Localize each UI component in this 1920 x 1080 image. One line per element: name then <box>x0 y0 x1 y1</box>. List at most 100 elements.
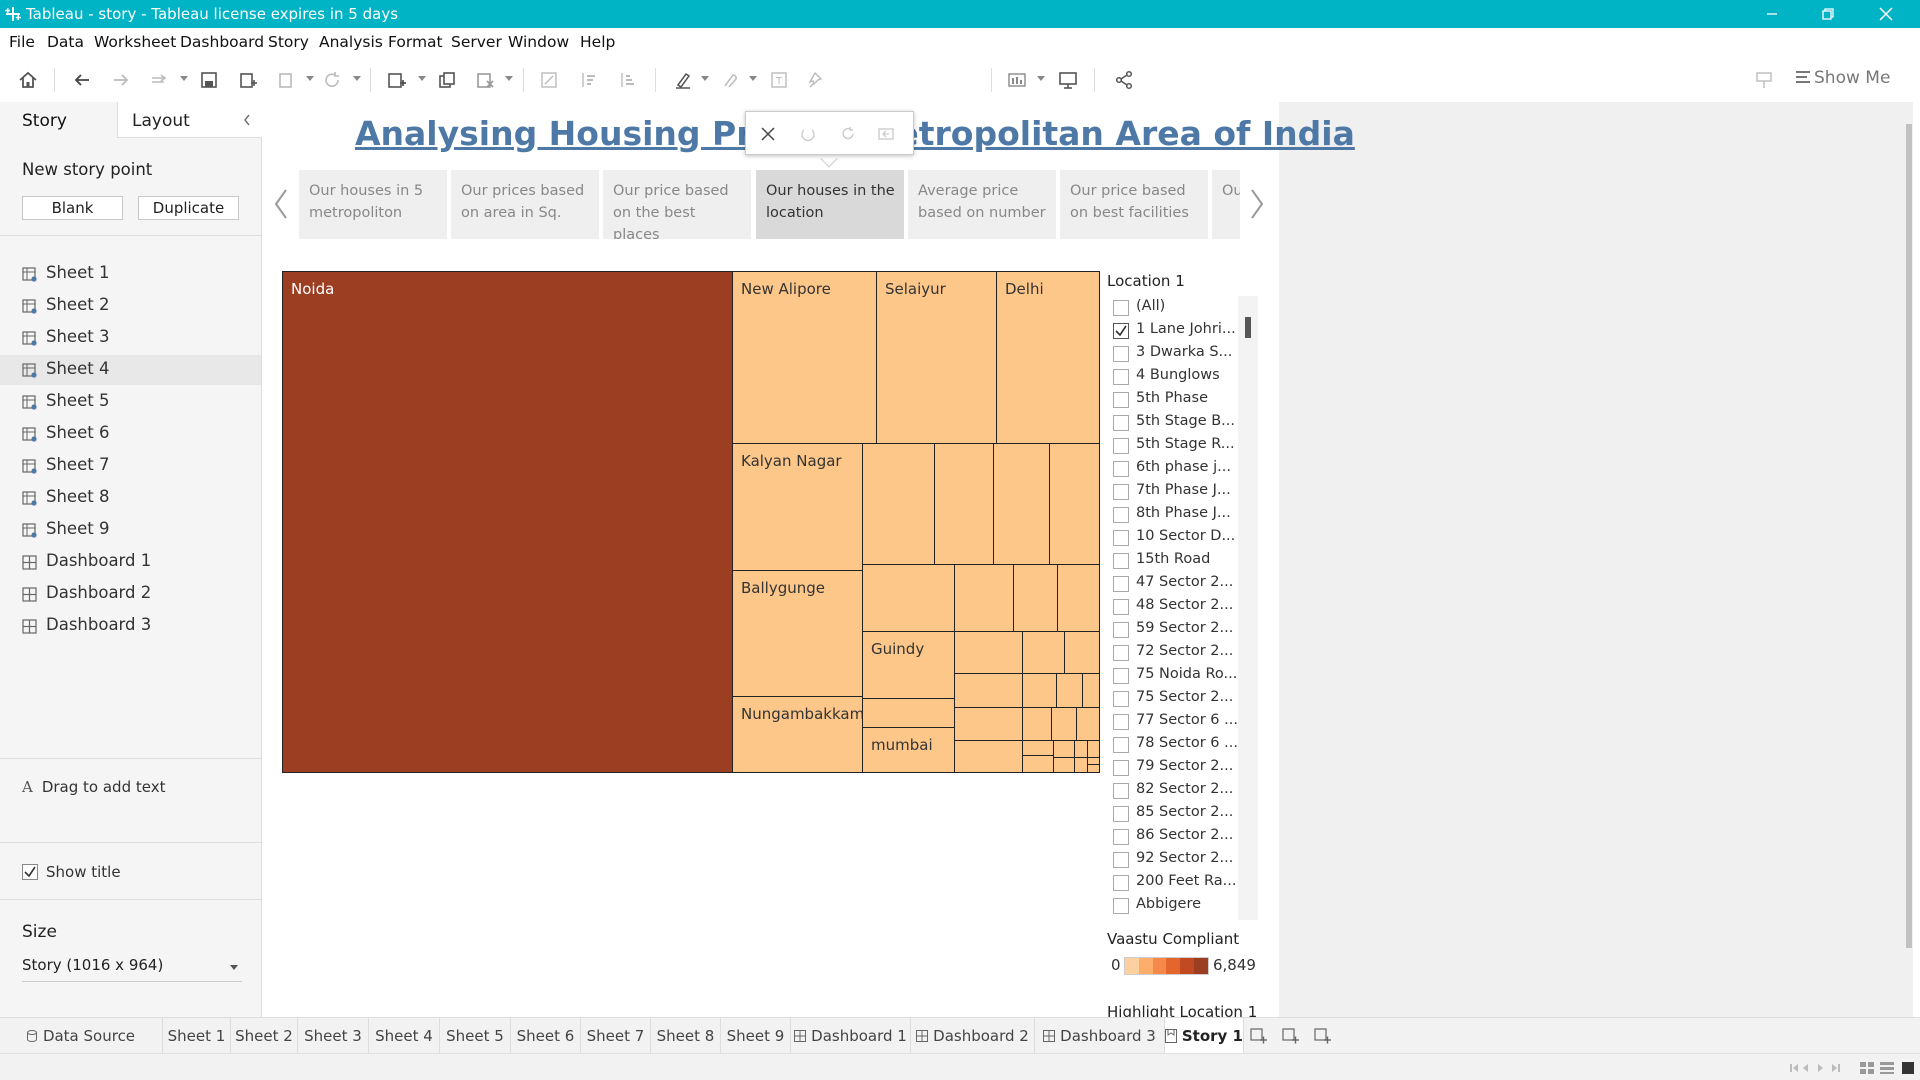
sheet-item[interactable]: Dashboard 1 <box>0 547 261 577</box>
treemap-cell[interactable] <box>1082 673 1100 708</box>
treemap-cell-mumbai[interactable]: mumbai <box>862 727 955 773</box>
bottom-tab[interactable]: Sheet 5 <box>440 1018 511 1054</box>
undo-button[interactable] <box>70 68 94 92</box>
duplicate-story-point-button[interactable]: Duplicate <box>138 196 239 220</box>
revert-button[interactable] <box>796 122 820 146</box>
filter-item[interactable]: 1 Lane Johri... <box>1107 319 1257 342</box>
bottom-tab[interactable]: Dashboard 3 <box>1035 1018 1165 1054</box>
menu-worksheet[interactable]: Worksheet <box>94 33 177 51</box>
share-button[interactable] <box>1112 68 1136 92</box>
collapse-pane-icon[interactable] <box>242 113 252 127</box>
fit-width-button[interactable] <box>1006 68 1030 92</box>
treemap-cell[interactable] <box>1074 757 1088 773</box>
save-button[interactable] <box>197 68 221 92</box>
story-point-3[interactable]: Our price based on the best places <box>603 170 751 239</box>
treemap-cell[interactable] <box>1022 673 1057 708</box>
filmstrip-view-icon[interactable] <box>1902 1062 1914 1074</box>
filter-item[interactable]: 10 Sector D... <box>1107 526 1257 549</box>
filter-checkbox[interactable] <box>1113 530 1129 546</box>
treemap-cell-ballygunge[interactable]: Ballygunge <box>732 570 863 697</box>
bottom-tab[interactable]: Dashboard 2 <box>911 1018 1035 1054</box>
filter-item[interactable]: 200 Feet Ra... <box>1107 871 1257 894</box>
show-me-button[interactable]: Show Me <box>1796 68 1890 88</box>
clear-sheet-button[interactable] <box>473 68 497 92</box>
treemap-cell-noida[interactable]: Noida <box>282 271 733 773</box>
menu-file[interactable]: File <box>9 33 35 51</box>
filter-item[interactable]: 7th Phase J... <box>1107 480 1257 503</box>
new-datasource-button[interactable] <box>236 68 260 92</box>
redo-button[interactable] <box>109 68 133 92</box>
menu-format[interactable]: Format <box>388 33 443 51</box>
filter-checkbox[interactable] <box>1113 415 1129 431</box>
story-point-6[interactable]: Our price based on best facilities <box>1060 170 1208 239</box>
treemap-cell[interactable] <box>993 443 1050 565</box>
home-button[interactable] <box>16 68 40 92</box>
filter-checkbox[interactable] <box>1113 783 1129 799</box>
sheet-item[interactable]: Sheet 2 <box>0 291 261 321</box>
filter-item[interactable]: 72 Sector 2... <box>1107 641 1257 664</box>
bottom-tab[interactable]: Sheet 9 <box>721 1018 791 1054</box>
filter-item[interactable]: 85 Sector 2... <box>1107 802 1257 825</box>
filter-item[interactable]: 78 Sector 6 ... <box>1107 733 1257 756</box>
filter-checkbox[interactable] <box>1113 645 1129 661</box>
sheet-item[interactable]: Sheet 3 <box>0 323 261 353</box>
filter-item[interactable]: Abbigere <box>1107 894 1257 917</box>
filter-checkbox[interactable] <box>1113 668 1129 684</box>
filter-item[interactable]: 59 Sector 2... <box>1107 618 1257 641</box>
swap-rows-columns-button[interactable] <box>537 68 561 92</box>
treemap-cell-nungambakkam[interactable]: Nungambakkam <box>732 696 864 773</box>
menu-help[interactable]: Help <box>580 33 616 51</box>
sheet-item[interactable]: Sheet 4 <box>0 355 261 385</box>
sort-descending-button[interactable] <box>615 68 639 92</box>
filter-item[interactable]: 82 Sector 2... <box>1107 779 1257 802</box>
filter-checkbox[interactable] <box>1113 760 1129 776</box>
highlight-button[interactable] <box>671 68 695 92</box>
filter-checkbox[interactable] <box>1113 323 1129 339</box>
filter-item[interactable]: 5th Stage R... <box>1107 434 1257 457</box>
sheet-item[interactable]: Sheet 7 <box>0 451 261 481</box>
treemap-cell[interactable] <box>1087 764 1100 773</box>
filter-item[interactable]: 6th phase j... <box>1107 457 1257 480</box>
bottom-tab[interactable]: Dashboard 1 <box>791 1018 911 1054</box>
treemap-cell[interactable] <box>1056 673 1083 708</box>
filter-scroll-thumb[interactable] <box>1245 317 1251 338</box>
bottom-tab[interactable]: Sheet 2 <box>231 1018 298 1054</box>
filter-checkbox[interactable] <box>1113 507 1129 523</box>
story-point-1[interactable]: Our houses in 5 metropoliton <box>299 170 447 239</box>
filter-checkbox[interactable] <box>1113 553 1129 569</box>
bottom-tab[interactable]: Sheet 7 <box>581 1018 651 1054</box>
filter-checkbox[interactable] <box>1113 300 1129 316</box>
story-point-7[interactable]: Our houses in the <box>1212 170 1240 239</box>
filter-item[interactable]: 4 Bunglows <box>1107 365 1257 388</box>
filter-item[interactable]: 47 Sector 2... <box>1107 572 1257 595</box>
filter-item[interactable]: 3 Dwarka S... <box>1107 342 1257 365</box>
list-view-icon[interactable] <box>1880 1062 1894 1074</box>
filter-checkbox[interactable] <box>1113 875 1129 891</box>
treemap-cell[interactable] <box>1053 757 1075 773</box>
filter-checkbox[interactable] <box>1113 369 1129 385</box>
treemap-cell[interactable] <box>954 631 1023 674</box>
treemap-cell-kalyan-nagar[interactable]: Kalyan Nagar <box>732 443 863 571</box>
tooltip-pointer-button[interactable] <box>1752 68 1776 92</box>
story-point-5[interactable]: Average price based on number <box>908 170 1056 239</box>
treemap-cell[interactable] <box>954 673 1023 708</box>
sort-ascending-button[interactable] <box>576 68 600 92</box>
chevron-left-icon[interactable] <box>272 186 292 222</box>
filter-checkbox[interactable] <box>1113 806 1129 822</box>
sheet-item[interactable]: Sheet 1 <box>0 259 261 289</box>
drag-to-add-text[interactable]: A Drag to add text <box>22 778 165 796</box>
filter-item[interactable]: 79 Sector 2... <box>1107 756 1257 779</box>
update-button[interactable] <box>836 122 860 146</box>
treemap-cell[interactable] <box>862 698 955 728</box>
filter-item[interactable]: 5th Stage B... <box>1107 411 1257 434</box>
filter-checkbox[interactable] <box>1113 898 1129 914</box>
treemap-cell[interactable] <box>1022 755 1054 773</box>
filter-item[interactable]: 77 Sector 6 ... <box>1107 710 1257 733</box>
story-point-4[interactable]: Our houses in the location <box>756 170 904 239</box>
new-dashboard-tab-icon[interactable] <box>1282 1027 1300 1045</box>
filter-scrollbar[interactable] <box>1238 296 1258 920</box>
menu-window[interactable]: Window <box>508 33 570 51</box>
new-worksheet-button[interactable] <box>384 68 408 92</box>
filter-checkbox[interactable] <box>1113 852 1129 868</box>
menu-story[interactable]: Story <box>268 33 309 51</box>
